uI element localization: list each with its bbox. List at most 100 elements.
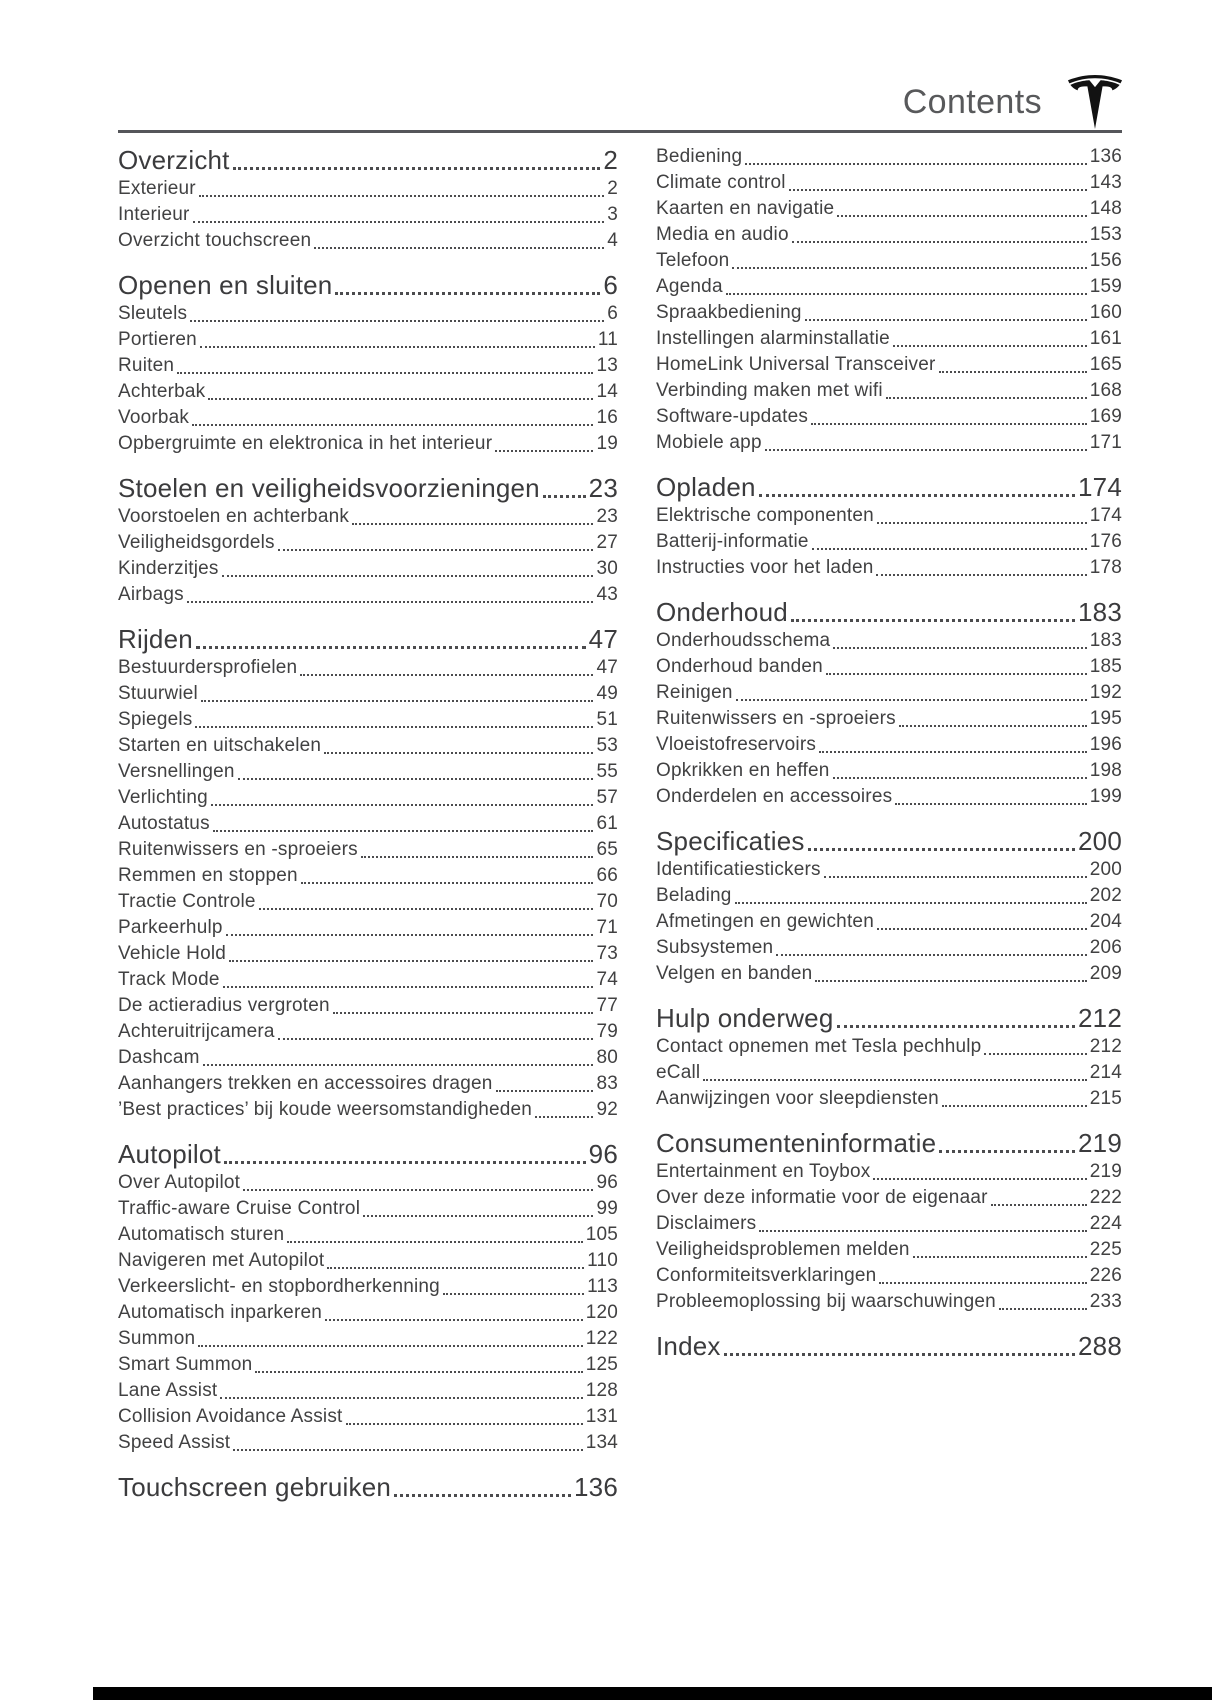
toc-entry-row[interactable]: Kinderzitjes 30 xyxy=(118,556,618,582)
toc-heading-row[interactable]: Autopilot 96 xyxy=(118,1138,618,1170)
toc-entry-row[interactable]: Kaarten en navigatie 148 xyxy=(656,196,1122,222)
toc-entry-row[interactable]: Opkrikken en heffen 198 xyxy=(656,758,1122,784)
toc-entry-row[interactable]: Automatisch sturen 105 xyxy=(118,1222,618,1248)
toc-entry-row[interactable]: Velgen en banden 209 xyxy=(656,961,1122,987)
toc-entry-row[interactable]: Bediening 136 xyxy=(656,144,1122,170)
toc-entry-row[interactable]: Software-updates 169 xyxy=(656,404,1122,430)
toc-entry-row[interactable]: Contact opnemen met Tesla pechhulp 212 xyxy=(656,1034,1122,1060)
toc-entry-row[interactable]: Aanwijzingen voor sleepdiensten 215 xyxy=(656,1086,1122,1112)
toc-entry-row[interactable]: Voorstoelen en achterbank 23 xyxy=(118,504,618,530)
toc-entry-row[interactable]: Opbergruimte en elektronica in het inter… xyxy=(118,431,618,457)
toc-entry-page: 105 xyxy=(585,1224,618,1245)
toc-entry-row[interactable]: Onderhoudsschema 183 xyxy=(656,628,1122,654)
toc-entry-row[interactable]: Telefoon 156 xyxy=(656,248,1122,274)
toc-entry-row[interactable]: Tractie Controle 70 xyxy=(118,889,618,915)
toc-entry-page: 222 xyxy=(1089,1187,1122,1208)
toc-entry-row[interactable]: Mobiele app 171 xyxy=(656,430,1122,456)
toc-entry-row[interactable]: Verbinding maken met wifi 168 xyxy=(656,378,1122,404)
toc-entry-row[interactable]: Smart Summon 125 xyxy=(118,1352,618,1378)
toc-heading-row[interactable]: Overzicht 2 xyxy=(118,144,618,176)
toc-entry-row[interactable]: Bestuurdersprofielen 47 xyxy=(118,655,618,681)
toc-entry-row[interactable]: Elektrische componenten 174 xyxy=(656,503,1122,529)
toc-entry-row[interactable]: Remmen en stoppen 66 xyxy=(118,863,618,889)
toc-entry-row[interactable]: Ruitenwissers en -sproeiers 65 xyxy=(118,837,618,863)
toc-entry-row[interactable]: Verkeerslicht- en stopbordherkenning 113 xyxy=(118,1274,618,1300)
toc-entry-row[interactable]: Disclaimers 224 xyxy=(656,1211,1122,1237)
toc-entry-row[interactable]: Traffic-aware Cruise Control 99 xyxy=(118,1196,618,1222)
dot-leader xyxy=(300,674,594,676)
toc-entry-row[interactable]: Portieren 11 xyxy=(118,327,618,353)
toc-entry-row[interactable]: Interieur 3 xyxy=(118,202,618,228)
dot-leader xyxy=(220,1397,583,1399)
toc-entry-row[interactable]: Onderhoud banden 185 xyxy=(656,654,1122,680)
toc-entry-row[interactable]: Spraakbediening 160 xyxy=(656,300,1122,326)
toc-entry-row[interactable]: Reinigen 192 xyxy=(656,680,1122,706)
toc-entry-row[interactable]: Voorbak 16 xyxy=(118,405,618,431)
toc-entry-row[interactable]: Collision Avoidance Assist 131 xyxy=(118,1404,618,1430)
toc-entry-row[interactable]: Veiligheidsgordels 27 xyxy=(118,530,618,556)
toc-entry-row[interactable]: Summon 122 xyxy=(118,1326,618,1352)
toc-entry-row[interactable]: Over deze informatie voor de eigenaar 222 xyxy=(656,1185,1122,1211)
toc-entry-row[interactable]: Vehicle Hold 73 xyxy=(118,941,618,967)
toc-entry-page: 11 xyxy=(597,329,618,350)
toc-entry-row[interactable]: Overzicht touchscreen 4 xyxy=(118,228,618,254)
toc-heading-row[interactable]: Opladen 174 xyxy=(656,471,1122,503)
toc-entry-row[interactable]: Afmetingen en gewichten 204 xyxy=(656,909,1122,935)
toc-heading-page: 183 xyxy=(1078,597,1122,627)
toc-entry-row[interactable]: Ruitenwissers en -sproeiers 195 xyxy=(656,706,1122,732)
toc-heading-row[interactable]: Touchscreen gebruiken 136 xyxy=(118,1471,618,1503)
toc-heading-row[interactable]: Rijden 47 xyxy=(118,623,618,655)
toc-entry-row[interactable]: Achteruitrijcamera 79 xyxy=(118,1019,618,1045)
toc-entry-row[interactable]: Aanhangers trekken en accessoires dragen… xyxy=(118,1071,618,1097)
toc-entry-row[interactable]: Versnellingen 55 xyxy=(118,759,618,785)
toc-entry-row[interactable]: Conformiteitsverklaringen 226 xyxy=(656,1263,1122,1289)
toc-entry-row[interactable]: Subsystemen 206 xyxy=(656,935,1122,961)
toc-entry-row[interactable]: Media en audio 153 xyxy=(656,222,1122,248)
toc-entry-row[interactable]: Vloeistofreservoirs 196 xyxy=(656,732,1122,758)
toc-entry-row[interactable]: Lane Assist 128 xyxy=(118,1378,618,1404)
toc-heading-row[interactable]: Specificaties 200 xyxy=(656,825,1122,857)
toc-heading-row[interactable]: Hulp onderweg 212 xyxy=(656,1002,1122,1034)
toc-entry-row[interactable]: ’Best practices’ bij koude weersomstandi… xyxy=(118,1097,618,1123)
toc-entry-row[interactable]: Spiegels 51 xyxy=(118,707,618,733)
toc-entry-row[interactable]: Exterieur 2 xyxy=(118,176,618,202)
toc-entry-row[interactable]: HomeLink Universal Transceiver 165 xyxy=(656,352,1122,378)
toc-entry-row[interactable]: Navigeren met Autopilot 110 xyxy=(118,1248,618,1274)
toc-heading-row[interactable]: Openen en sluiten 6 xyxy=(118,269,618,301)
toc-entry-row[interactable]: Instellingen alarminstallatie 161 xyxy=(656,326,1122,352)
toc-entry-row[interactable]: Achterbak 14 xyxy=(118,379,618,405)
toc-entry-row[interactable]: Agenda 159 xyxy=(656,274,1122,300)
toc-entry-row[interactable]: Ruiten 13 xyxy=(118,353,618,379)
toc-entry-row[interactable]: Sleutels 6 xyxy=(118,301,618,327)
toc-entry-row[interactable]: Over Autopilot 96 xyxy=(118,1170,618,1196)
toc-heading-row[interactable]: Onderhoud 183 xyxy=(656,596,1122,628)
toc-entry-row[interactable]: Verlichting 57 xyxy=(118,785,618,811)
toc-heading-row[interactable]: Stoelen en veiligheidsvoorzieningen 23 xyxy=(118,472,618,504)
toc-entry-row[interactable]: Veiligheidsproblemen melden 225 xyxy=(656,1237,1122,1263)
toc-heading-row[interactable]: Consumenteninformatie 219 xyxy=(656,1127,1122,1159)
toc-entry-row[interactable]: Autostatus 61 xyxy=(118,811,618,837)
toc-entry-row[interactable]: eCall 214 xyxy=(656,1060,1122,1086)
toc-entry-label: Verbinding maken met wifi xyxy=(656,380,883,401)
toc-entry-row[interactable]: Identificatiestickers 200 xyxy=(656,857,1122,883)
toc-entry-row[interactable]: Parkeerhulp 71 xyxy=(118,915,618,941)
toc-entry-row[interactable]: Climate control 143 xyxy=(656,170,1122,196)
toc-entry-row[interactable]: Stuurwiel 49 xyxy=(118,681,618,707)
toc-heading-page: 96 xyxy=(588,1139,618,1169)
toc-entry-row[interactable]: Dashcam 80 xyxy=(118,1045,618,1071)
toc-entry-row[interactable]: Speed Assist 134 xyxy=(118,1430,618,1456)
toc-entry-row[interactable]: Instructies voor het laden 178 xyxy=(656,555,1122,581)
toc-entry-row[interactable]: Automatisch inparkeren 120 xyxy=(118,1300,618,1326)
toc-entry-row[interactable]: Onderdelen en accessoires 199 xyxy=(656,784,1122,810)
toc-entry-row[interactable]: Probleemoplossing bij waarschuwingen 233 xyxy=(656,1289,1122,1315)
toc-entry-row[interactable]: Starten en uitschakelen 53 xyxy=(118,733,618,759)
toc-entry-row[interactable]: Belading 202 xyxy=(656,883,1122,909)
toc-entry-row[interactable]: Batterij-informatie 176 xyxy=(656,529,1122,555)
toc-heading-row[interactable]: Index 288 xyxy=(656,1330,1122,1362)
toc-entry-row[interactable]: Entertainment en Toybox 219 xyxy=(656,1159,1122,1185)
toc-entry-row[interactable]: De actieradius vergroten 77 xyxy=(118,993,618,1019)
toc-entry-row[interactable]: Airbags 43 xyxy=(118,582,618,608)
toc-entry-row[interactable]: Track Mode 74 xyxy=(118,967,618,993)
toc-entry-page: 209 xyxy=(1089,963,1122,984)
dot-leader xyxy=(998,1308,1087,1310)
